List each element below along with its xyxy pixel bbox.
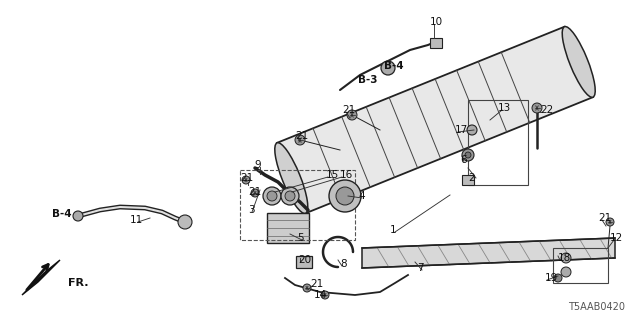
Text: 22: 22 [540, 105, 553, 115]
Text: 16: 16 [340, 170, 353, 180]
Bar [296, 256, 312, 268]
Text: 8: 8 [340, 259, 347, 269]
Circle shape [336, 187, 354, 205]
Circle shape [532, 103, 542, 113]
Text: 4: 4 [358, 191, 365, 201]
Circle shape [465, 152, 471, 158]
Text: 7: 7 [417, 263, 423, 273]
Circle shape [561, 267, 571, 277]
Ellipse shape [275, 143, 308, 213]
Text: 11: 11 [129, 215, 143, 225]
Text: 21: 21 [240, 173, 253, 183]
Circle shape [381, 61, 395, 75]
Circle shape [303, 284, 311, 292]
Text: 21: 21 [295, 131, 308, 141]
Text: 17: 17 [455, 125, 468, 135]
Circle shape [606, 218, 614, 226]
Polygon shape [362, 238, 615, 268]
Text: B-3: B-3 [358, 75, 378, 85]
Text: 10: 10 [430, 17, 443, 27]
Bar [240, 170, 355, 240]
Text: 3: 3 [248, 205, 255, 215]
Ellipse shape [562, 27, 595, 97]
Circle shape [321, 291, 329, 299]
Text: 15: 15 [326, 170, 339, 180]
Circle shape [263, 187, 281, 205]
Text: 1: 1 [390, 225, 397, 235]
Text: 18: 18 [558, 253, 572, 263]
Text: 6: 6 [460, 155, 467, 165]
Circle shape [347, 110, 357, 120]
Bar [462, 175, 474, 185]
Circle shape [267, 191, 277, 201]
Text: FR.: FR. [68, 278, 88, 288]
Text: B-4: B-4 [52, 209, 72, 219]
Text: T5AAB0420: T5AAB0420 [568, 302, 625, 312]
Circle shape [285, 191, 295, 201]
Polygon shape [22, 260, 60, 295]
Bar [553, 248, 608, 283]
Circle shape [561, 253, 571, 263]
Circle shape [467, 125, 477, 135]
Circle shape [462, 149, 474, 161]
Bar [267, 213, 309, 243]
Text: 9: 9 [255, 160, 261, 170]
Text: 12: 12 [610, 233, 623, 243]
Text: 21: 21 [342, 105, 355, 115]
Circle shape [554, 274, 562, 282]
Text: 19: 19 [545, 273, 558, 283]
Text: 20: 20 [298, 255, 311, 265]
Bar [430, 38, 442, 48]
Text: 21: 21 [248, 187, 261, 197]
Circle shape [251, 189, 259, 197]
Polygon shape [277, 27, 593, 213]
Circle shape [281, 187, 299, 205]
Circle shape [73, 211, 83, 221]
Circle shape [242, 176, 250, 184]
Circle shape [178, 215, 192, 229]
Circle shape [295, 135, 305, 145]
Text: 14: 14 [314, 290, 326, 300]
Text: 2: 2 [468, 173, 475, 183]
Text: 5: 5 [297, 233, 303, 243]
Circle shape [329, 180, 361, 212]
Text: 21: 21 [310, 279, 323, 289]
Bar [468, 100, 528, 185]
Text: 21: 21 [598, 213, 611, 223]
Text: 13: 13 [498, 103, 511, 113]
Text: B-4: B-4 [384, 61, 404, 71]
